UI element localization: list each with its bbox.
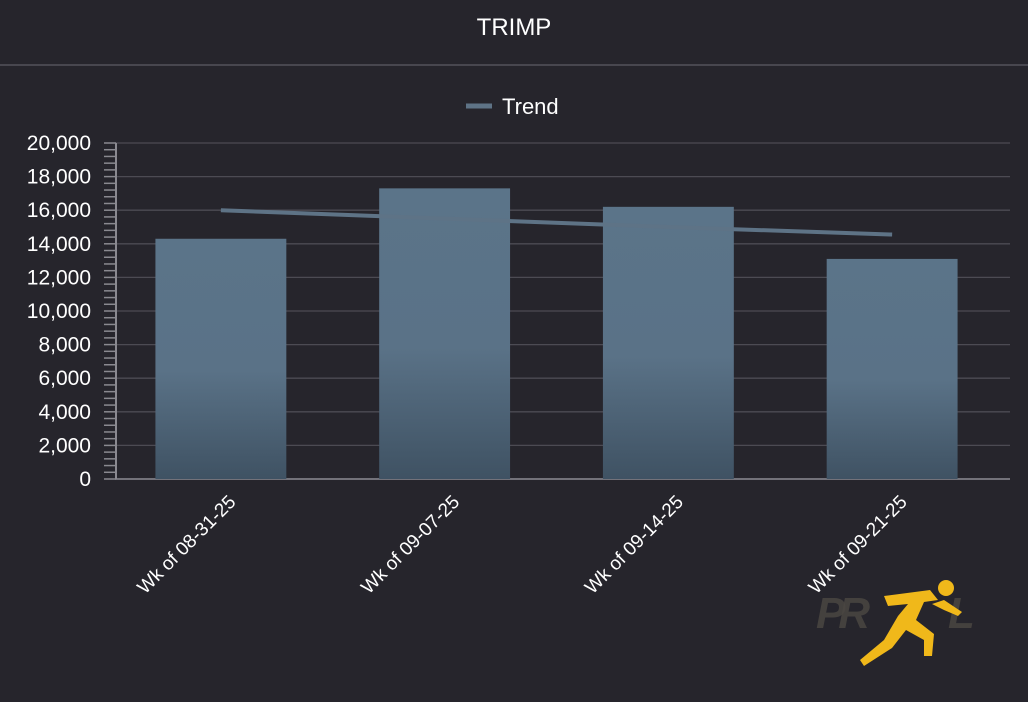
bar-series[interactable]	[155, 188, 958, 480]
x-tick-label: Wk of 08-31-25	[134, 492, 241, 599]
bar[interactable]	[826, 258, 958, 479]
chart-title: TRIMP	[476, 14, 552, 41]
x-tick-label: Wk of 09-07-25	[357, 492, 464, 599]
x-axis-labels: Wk of 08-31-25 Wk of 09-07-25 Wk of 09-14-…	[134, 492, 912, 599]
bar[interactable]	[155, 238, 287, 479]
y-tick-label: 20,000	[27, 132, 91, 155]
y-tick-label: 8,000	[38, 334, 91, 357]
y-tick-label: 12,000	[27, 266, 91, 289]
chart-header: TRIMP	[0, 0, 1028, 64]
runner-icon	[860, 580, 962, 666]
y-tick-label: 6,000	[38, 367, 91, 390]
bar[interactable]	[602, 206, 734, 479]
trend-line[interactable]	[220, 208, 893, 237]
header-divider	[0, 64, 1028, 66]
y-tick-label: 2,000	[38, 434, 91, 457]
legend-trend-label: Trend	[502, 94, 559, 119]
przl-logo: PR L	[816, 580, 975, 666]
bar[interactable]	[379, 188, 511, 480]
trend-series[interactable]	[220, 208, 893, 237]
y-tick-label: 0	[79, 468, 91, 491]
y-tick-label: 18,000	[27, 166, 91, 189]
y-tick-label: 4,000	[38, 401, 91, 424]
y-tick-label: 14,000	[27, 233, 91, 256]
y-tick-label: 10,000	[27, 300, 91, 323]
svg-text:L: L	[948, 589, 975, 638]
x-tick-label: Wk of 09-14-25	[581, 492, 688, 599]
svg-text:PR: PR	[816, 589, 870, 638]
legend[interactable]: Trend	[466, 94, 559, 119]
y-tick-label: 16,000	[27, 199, 91, 222]
